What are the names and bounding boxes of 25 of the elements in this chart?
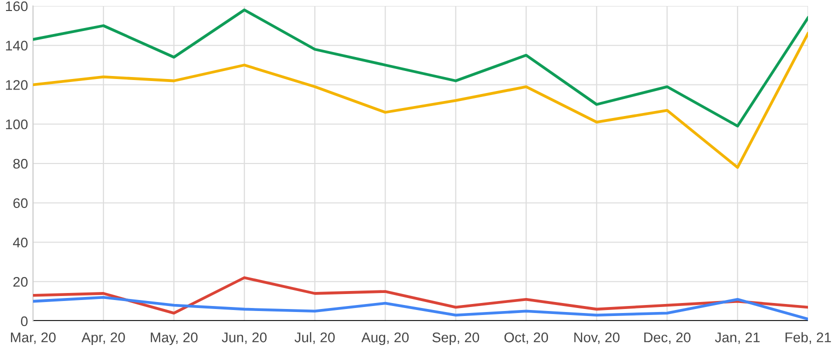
x-tick-label: Mar, 20 [10, 332, 56, 344]
y-tick-label: 120 [6, 80, 28, 90]
x-tick-label: Dec, 20 [644, 332, 690, 344]
x-tick-label: Nov, 20 [574, 332, 620, 344]
x-tick-label: Jan, 21 [714, 332, 760, 344]
y-tick-label: 60 [13, 198, 28, 208]
x-tick-label: Jul, 20 [294, 332, 335, 344]
x-tick-label: Sep, 20 [432, 332, 480, 346]
y-tick-label: 80 [13, 158, 28, 169]
x-tick-label: May, 20 [150, 332, 198, 346]
line-series [33, 296, 808, 320]
y-tick-label: 160 [6, 1, 28, 12]
y-tick-label: 100 [6, 119, 28, 130]
line-series [33, 32, 808, 169]
y-tick-label: 20 [13, 276, 28, 287]
x-tick-label: Jun, 20 [222, 332, 267, 344]
x-tick-label: Feb, 21 [786, 332, 831, 344]
x-tick-label: Aug, 20 [361, 332, 409, 346]
y-tick-label: 0 [20, 316, 28, 326]
line-series [33, 8, 808, 128]
y-tick-label: 140 [6, 40, 28, 51]
x-tick-label: Apr, 20 [81, 332, 125, 346]
x-tick-label: Oct, 20 [504, 332, 548, 344]
line-series [33, 276, 808, 315]
y-tick-label: 40 [13, 238, 28, 248]
